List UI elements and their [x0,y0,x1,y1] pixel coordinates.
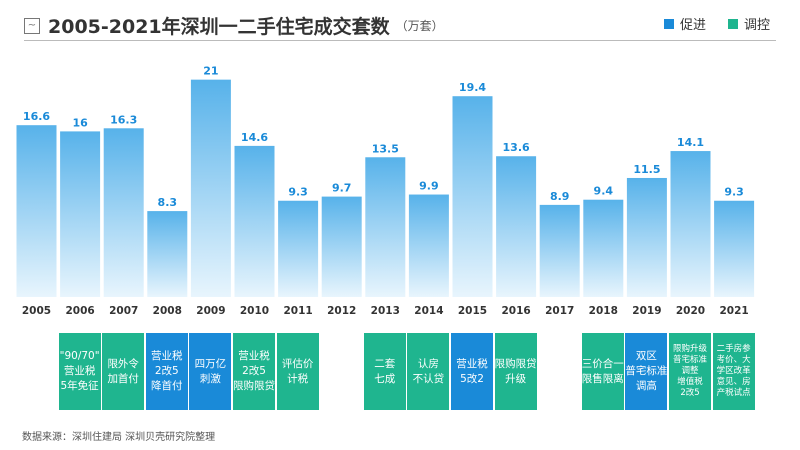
title-divider [24,40,776,41]
x-tick-label: 2005 [22,305,51,317]
bar-2018 [583,199,624,297]
data-label: 16.6 [23,110,50,123]
policy-box-2013: 二套 七成 [363,333,406,410]
title-unit: （万套） [395,19,444,33]
policy-box-2016: 限购限贷 升级 [494,333,537,410]
data-label: 14.6 [241,131,268,144]
x-tick-label: 2007 [109,305,138,317]
policy-box-2007: 限外令 加首付 [102,333,145,410]
x-tick-label: 2016 [501,305,530,317]
bar-2019 [626,177,667,297]
legend-item-promote: 促进 [663,14,706,33]
x-tick-label: 2012 [327,305,356,317]
policy-box-2019: 双区 普宅标准 调高 [625,333,668,410]
x-tick-label: 2014 [414,305,443,317]
policy-box-2011: 评估价 计税 [276,333,319,410]
legend: 促进 调控 [663,14,770,33]
data-label: 8.9 [550,190,570,203]
data-label: 16.3 [110,113,137,126]
bar-2016 [496,156,537,297]
bar-2007 [103,128,144,297]
legend-label: 促进 [679,18,706,33]
x-tick-label: 2015 [458,305,487,317]
bar-2020 [670,151,711,297]
policy-box-2021: 二手房参 考价、大 学区改革 意见、房 产税试点 [712,333,755,410]
bar-2012 [321,196,362,297]
bar-2014 [408,194,449,297]
data-label: 8.3 [158,196,178,209]
policy-box-2018: 三价合一 限售限离 [581,333,624,410]
data-label: 11.5 [633,163,660,176]
policy-box-2008: 营业税 2改5 降首付 [145,333,188,410]
x-tick-label: 2017 [545,305,574,317]
bar-2011 [278,200,319,297]
x-tick-label: 2018 [589,305,618,317]
x-tick-label: 2006 [65,305,94,317]
legend-label: 调控 [743,18,770,33]
bar-2005 [16,125,57,297]
legend-swatch [727,18,738,29]
data-label: 13.6 [503,141,530,154]
x-tick-label: 2021 [719,305,748,317]
legend-swatch [663,18,674,29]
x-tick-label: 2020 [676,305,705,317]
legend-item-control: 调控 [727,14,770,33]
data-label: 9.7 [332,182,352,195]
data-label: 16 [72,116,88,129]
policy-box-2009: 四万亿 刺激 [189,333,232,410]
policy-box-2010: 营业税 2改5 限购限贷 [233,333,275,410]
policy-box-2006: "90/70" 营业税 5年免征 [58,333,101,410]
data-label: 19.4 [459,81,486,94]
data-label: 9.3 [724,186,744,199]
policy-box-2020: 限购升级 普宅标准 调整 增值税 2改5 [669,333,711,410]
data-label: 9.4 [594,185,614,198]
data-label: 21 [203,65,218,78]
policy-box-2015: 营业税 5改2 [451,333,493,410]
x-tick-label: 2019 [632,305,661,317]
bar-chart: 16.6 2005 16 2006 16.3 2007 8.3 2008 21 2009 14.6 2… [16,65,755,317]
bar-2021 [714,200,755,297]
x-tick-label: 2011 [283,305,312,317]
bar-2010 [234,145,275,297]
x-tick-label: 2008 [153,305,182,317]
data-label: 9.9 [419,180,439,193]
bar-2009 [190,79,231,298]
bar-2015 [452,96,493,298]
data-label: 13.5 [372,142,399,155]
source-note: 数据来源：深圳住建局 深圳贝壳研究院整理 [22,432,216,443]
bar-2013 [365,157,406,297]
bar-2017 [539,204,580,297]
x-tick-label: 2010 [240,305,269,317]
bar-2008 [147,211,188,297]
data-label: 14.1 [677,136,704,149]
x-tick-label: 2009 [196,305,225,317]
policy-box-2014: 认房 不认贷 [407,333,450,410]
chart-title: ~ 2005-2021年深圳一二手住宅成交套数 （万套） [24,12,444,39]
bar-2006 [60,131,101,297]
x-tick-label: 2013 [371,305,400,317]
line-chart-icon: ~ [24,17,40,34]
title-text: 2005-2021年深圳一二手住宅成交套数 [48,16,390,38]
data-label: 9.3 [288,186,308,199]
